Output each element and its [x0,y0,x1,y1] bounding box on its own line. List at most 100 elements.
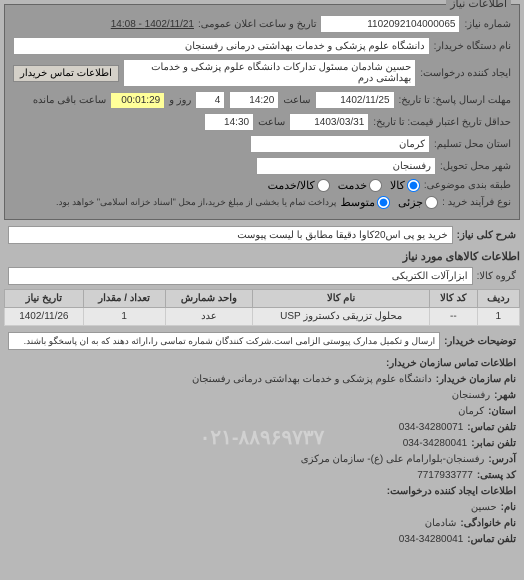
panel-title: اطلاعات نیاز [446,0,511,10]
radio-small-label: جزئی [398,196,423,209]
radio-service[interactable] [369,179,382,192]
group-field: ابزارآلات الکتریکی [8,267,473,285]
desc-row: شرح کلی نیاز: خرید یو پی اس20کاوا دقیقا … [8,226,516,244]
td-qty: 1 [83,308,165,326]
validity-row: حداقل تاریخ اعتبار قیمت: تا تاریخ: 1403/… [13,113,511,131]
radio-both-item[interactable]: کالا/خدمت [268,179,330,192]
goods-section-header: اطلاعات کالاهای مورد نیاز [4,250,520,263]
phone-label: تلفن تماس: [467,420,516,436]
address-label: آدرس: [488,452,516,468]
process-note: پرداخت تمام یا بخشی از مبلغ خرید،از محل … [56,197,336,208]
province-label: استان: [488,404,516,420]
time-label-2: ساعت [258,117,285,128]
validity-label: حداقل تاریخ اعتبار قیمت: تا تاریخ: [373,117,511,128]
request-number-row: شماره نیاز: 1102092104000065 تاریخ و ساع… [13,15,511,33]
group-label: گروه کالا: [477,271,516,282]
city-row: شهر محل تحویل: رفسنجان [13,157,511,175]
radio-medium-item[interactable]: متوسط [340,196,390,209]
radio-medium[interactable] [377,196,390,209]
notes-field: ارسال و تکمیل مدارک پیوستی الزامی است.شر… [8,332,440,350]
remaining-time-field: 00:01:29 [110,92,165,109]
org-name: دانشگاه علوم پزشکی و خدمات بهداشتی درمان… [192,372,432,388]
time-label-1: ساعت [283,95,310,106]
radio-both[interactable] [317,179,330,192]
req-phone-label: تلفن تماس: [467,532,516,548]
radio-small[interactable] [425,196,438,209]
th-qty: تعداد / مقدار [83,290,165,308]
table-row: 1 -- محلول تزریقی دکستروز USP عدد 1 1402… [5,308,520,326]
deadline-time-field: 14:20 [229,91,279,109]
radio-both-label: کالا/خدمت [268,179,315,192]
fax: 034-34280041 [403,436,468,452]
contact-section-label: اطلاعات تماس سازمان خریدار: [386,356,516,372]
city-info: رفسنجان [452,388,490,404]
notes-row: توضیحات خریدار: ارسال و تکمیل مدارک پیوس… [8,332,516,350]
desc-field: خرید یو پی اس20کاوا دقیقا مطابق با لیست … [8,226,453,244]
category-row: طبقه بندی موضوعی: کالا خدمت کالا/خدمت [13,179,511,192]
radio-small-item[interactable]: جزئی [398,196,438,209]
creator-row: ایجاد کننده درخواست: حسین شادمان مسئول ت… [13,59,511,87]
radio-service-item[interactable]: خدمت [338,179,382,192]
phone: 034-34280071 [399,420,464,436]
device-field: دانشگاه علوم پزشکی و خدمات بهداشتی درمان… [13,37,430,55]
radio-service-label: خدمت [338,179,367,192]
desc-label: شرح کلی نیاز: [457,230,516,241]
device-label: نام دستگاه خریدار: [434,41,511,52]
td-code: -- [430,308,478,326]
first-name: حسین [471,500,497,516]
process-radio-group: جزئی متوسط [340,196,438,209]
radio-medium-label: متوسط [340,196,375,209]
process-label: نوع فرآیند خرید : [442,197,511,208]
category-radio-group: کالا خدمت کالا/خدمت [268,179,420,192]
org-name-label: نام سازمان خریدار: [436,372,516,388]
city-info-label: شهر: [494,388,516,404]
contact-info-block: اطلاعات تماس سازمان خریدار: نام سازمان خ… [8,356,516,548]
radio-goods-label: کالا [390,179,405,192]
th-date: تاریخ نیاز [5,290,84,308]
city-label: شهر محل تحویل: [440,161,511,172]
announce-label: تاریخ و ساعت اعلان عمومی: [198,19,317,30]
radio-goods[interactable] [407,179,420,192]
request-number-label: شماره نیاز: [464,19,511,30]
group-row: گروه کالا: ابزارآلات الکتریکی [8,267,516,285]
table-header-row: ردیف کد کالا نام کالا واحد شمارش تعداد /… [5,290,520,308]
category-label: طبقه بندی موضوعی: [424,180,511,191]
validity-date-field: 1403/03/31 [289,113,369,131]
goods-table: ردیف کد کالا نام کالا واحد شمارش تعداد /… [4,289,520,326]
location-row: استان محل تسلیم: کرمان [13,135,511,153]
remaining-days-label: روز و [169,95,191,106]
deadline-label: مهلت ارسال پاسخ: تا تاریخ: [399,95,511,106]
main-panel: اطلاعات نیاز شماره نیاز: 110209210400006… [4,4,520,220]
deadline-date-field: 1402/11/25 [315,91,395,109]
req-phone: 034-34280041 [399,532,464,548]
remaining-days-field: 4 [195,91,225,109]
remaining-label: ساعت باقی مانده [33,95,106,106]
location-label: استان محل تسلیم: [434,139,511,150]
address: رفسنجان-بلوارامام علی (ع)- سازمان مرکزی [301,452,485,468]
td-date: 1402/11/26 [5,308,84,326]
province: کرمان [458,404,484,420]
first-name-label: نام: [501,500,516,516]
request-number-field: 1102092104000065 [320,15,460,33]
contact-buyer-button[interactable]: اطلاعات تماس خریدار [13,65,119,82]
announce-value: 1402/11/21 - 14:08 [111,19,194,30]
requester-section-label: اطلاعات ایجاد کننده درخواست: [387,484,516,500]
city-field: رفسنجان [256,157,436,175]
validity-time-field: 14:30 [204,113,254,131]
td-index: 1 [477,308,519,326]
th-unit: واحد شمارش [165,290,253,308]
creator-field: حسین شادمان مسئول تدارکات دانشگاه علوم پ… [123,59,416,87]
process-row: نوع فرآیند خرید : جزئی متوسط پرداخت تمام… [13,196,511,209]
radio-goods-item[interactable]: کالا [390,179,420,192]
notes-label: توضیحات خریدار: [444,336,516,347]
postal: 7717933777 [417,468,473,484]
fax-label: تلفن نمابر: [471,436,516,452]
td-unit: عدد [165,308,253,326]
device-row: نام دستگاه خریدار: دانشگاه علوم پزشکی و … [13,37,511,55]
last-name-label: نام خانوادگی: [460,516,516,532]
creator-label: ایجاد کننده درخواست: [420,68,511,79]
td-name: محلول تزریقی دکستروز USP [253,308,430,326]
last-name: شادمان [425,516,457,532]
th-code: کد کالا [430,290,478,308]
postal-label: کد پستی: [477,468,516,484]
